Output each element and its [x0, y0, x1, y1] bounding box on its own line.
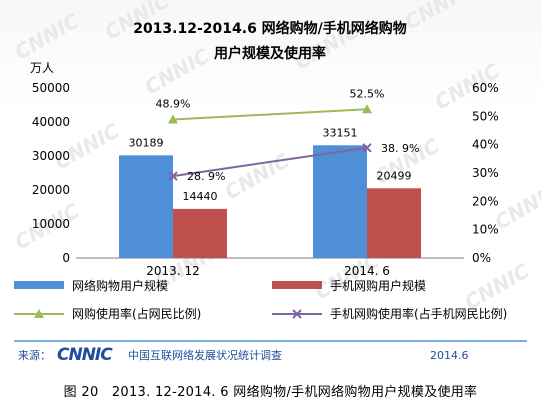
y-right-tick-label: 10% — [472, 223, 499, 237]
y-left-tick-label: 50000 — [32, 81, 70, 95]
line-series — [172, 146, 368, 178]
line-point — [362, 104, 372, 114]
y-left-tick-label: 40000 — [32, 115, 70, 129]
chart-frame: CNNIC CNNIC CNNIC CNNIC CNNIC CNNIC CNNIC CNNIC… — [0, 0, 541, 372]
x-tick-label: 2014. 6 — [344, 264, 390, 278]
bar — [173, 208, 227, 258]
line-point — [168, 171, 178, 181]
figure-caption: 图 20 2013. 12-2014. 6 网络购物/手机网络购物用户规模及使用… — [63, 385, 478, 400]
watermark-logo: CNNIC — [461, 258, 534, 314]
legend-label: 手机网购使用率(占手机网民比例) — [330, 306, 507, 321]
y-right-tick-label: 30% — [472, 166, 499, 180]
bar-data-label: 14440 — [183, 190, 218, 203]
cnnic-logo: CNNIC — [57, 345, 113, 365]
legend-swatch — [14, 281, 64, 289]
y-left-tick-label: 10000 — [32, 217, 70, 231]
source-label: 来源： — [18, 348, 51, 362]
y-right-tick-label: 50% — [472, 109, 499, 123]
bar — [119, 155, 173, 258]
line-data-label: 48.9% — [156, 97, 191, 110]
y-left-tick-label: 30000 — [32, 149, 70, 163]
line-data-label: 52.5% — [350, 87, 385, 100]
chart-title-line2: 用户规模及使用率 — [214, 45, 326, 62]
line-point — [362, 143, 372, 153]
legend-label: 手机网购用户规模 — [330, 278, 426, 293]
bar-data-label: 33151 — [323, 126, 358, 139]
chart-title-line1: 2013.12-2014.6 网络购物/手机网络购物 — [133, 20, 407, 37]
bar — [313, 145, 367, 258]
legend-label: 网购使用率(占网民比例) — [72, 306, 201, 321]
line-data-label: 28. 9% — [187, 170, 225, 183]
watermark-logo: CNNIC — [11, 8, 84, 64]
source-date: 2014.6 — [430, 349, 469, 362]
y-right-tick-label: 0% — [472, 251, 491, 265]
bar — [367, 188, 421, 258]
watermark-logo: CNNIC — [141, 43, 214, 99]
y-left-tick-label: 0 — [62, 251, 70, 265]
bar-data-label: 30189 — [129, 136, 164, 149]
watermark-logo: CNNIC — [221, 148, 294, 204]
legend-marker — [34, 309, 44, 318]
line-data-label: 38. 9% — [381, 142, 419, 155]
watermark-logo: CNNIC — [401, 0, 474, 34]
source-org: 中国互联网络发展状况统计调查 — [128, 348, 282, 362]
legend-marker — [292, 309, 302, 319]
legend-label: 网络购物用户规模 — [72, 278, 168, 293]
bar-data-label: 20499 — [377, 169, 412, 182]
y-right-tick-label: 40% — [472, 138, 499, 152]
x-tick-label: 2013. 12 — [146, 264, 199, 278]
legend-swatch — [272, 281, 322, 289]
y-left-unit: 万人 — [30, 61, 54, 75]
y-right-tick-label: 60% — [472, 81, 499, 95]
line-series — [172, 108, 368, 121]
y-left-tick-label: 20000 — [32, 183, 70, 197]
y-right-tick-label: 20% — [472, 194, 499, 208]
line-point — [168, 114, 178, 124]
